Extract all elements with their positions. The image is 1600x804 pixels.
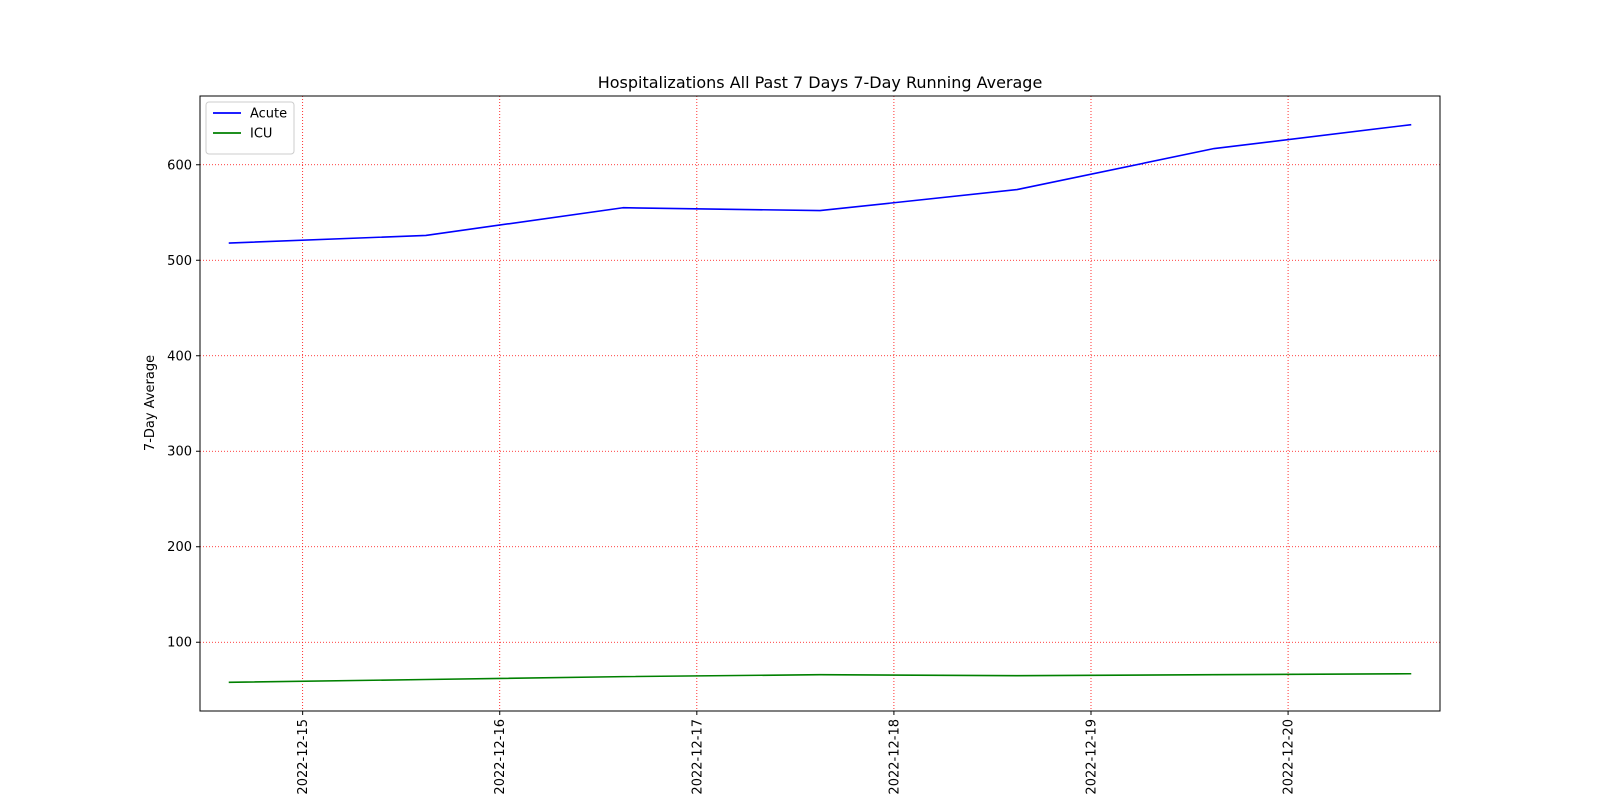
x-tick-label: 2022-12-18 [887, 719, 902, 795]
legend: Acute ICU [205, 101, 295, 155]
y-tick-label: 400 [167, 349, 192, 364]
x-tick-label: 2022-12-17 [690, 719, 705, 795]
x-tick-label: 2022-12-16 [493, 719, 508, 795]
axis-ticks: 100 200 300 400 500 600 2022-12-15 2022-12-16 20… [167, 158, 1296, 794]
x-tick-label: 2022-12-20 [1282, 719, 1297, 795]
plot-area-frame [199, 95, 1441, 712]
chart-title: Hospitalizations All Past 7 Days 7-Day R… [598, 73, 1043, 92]
y-axis-label: 7-Day Average [143, 355, 158, 451]
legend-box [205, 101, 295, 155]
series-line-acute [228, 123, 1412, 244]
x-tick-label: 2022-12-15 [296, 719, 311, 795]
series-line-icu [228, 672, 1412, 684]
y-tick-label: 100 [167, 636, 192, 651]
y-tick-label: 500 [167, 254, 192, 269]
grid-lines [200, 96, 1440, 711]
legend-label-acute: Acute [250, 107, 287, 122]
y-tick-label: 600 [167, 158, 192, 173]
x-tick-label: 2022-12-19 [1084, 719, 1099, 795]
series-lines [228, 123, 1412, 684]
y-tick-label: 200 [167, 540, 192, 555]
y-tick-label: 300 [167, 445, 192, 460]
legend-label-icu: ICU [250, 127, 272, 142]
